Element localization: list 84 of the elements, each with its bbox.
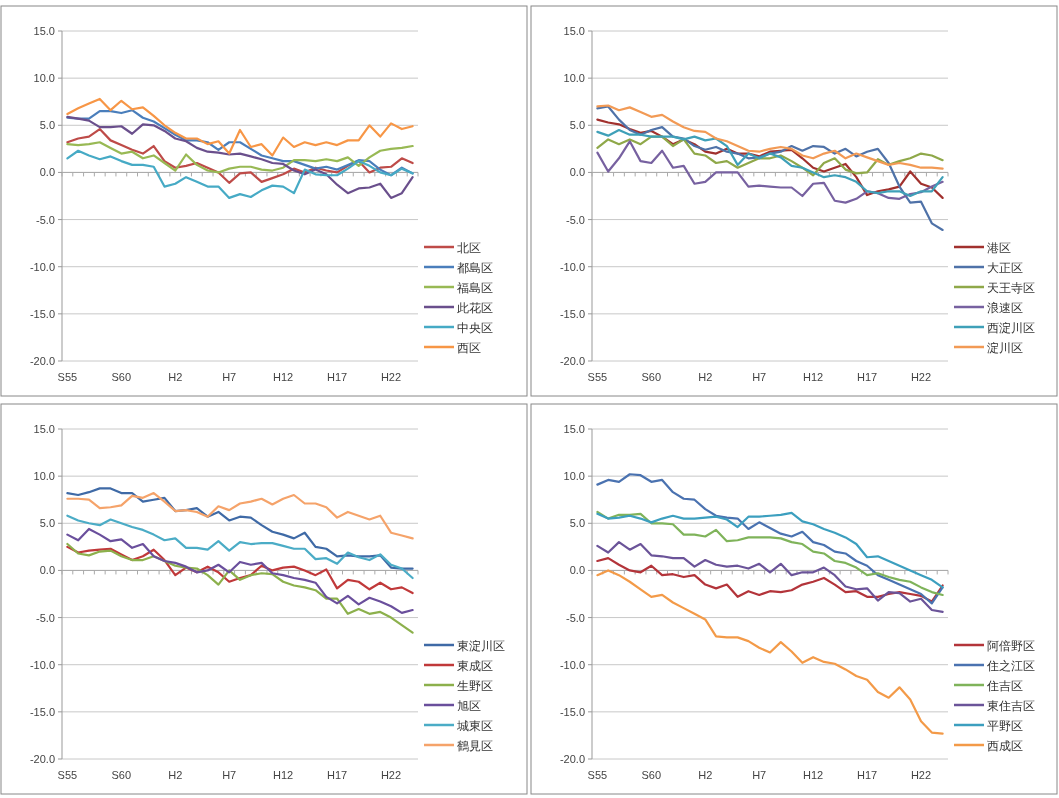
y-tick-label: -20.0 bbox=[559, 753, 585, 765]
legend-label: 生野区 bbox=[457, 679, 493, 693]
x-tick-label: S60 bbox=[641, 371, 662, 383]
legend-label: 東住吉区 bbox=[987, 699, 1035, 713]
y-tick-label: -5.0 bbox=[566, 611, 585, 624]
x-tick-label: H2 bbox=[698, 371, 713, 383]
y-tick-label: -10.0 bbox=[29, 260, 55, 273]
x-tick-label: S55 bbox=[587, 769, 608, 781]
x-tick-label: S55 bbox=[587, 371, 608, 383]
legend-label: 天王寺区 bbox=[987, 281, 1035, 295]
y-tick-label: -20.0 bbox=[559, 355, 585, 367]
x-tick-label: S55 bbox=[57, 769, 78, 781]
y-tick-label: 10.0 bbox=[563, 72, 585, 85]
y-tick-label: -20.0 bbox=[29, 753, 55, 765]
x-tick-label: S60 bbox=[111, 769, 132, 781]
x-tick-label: H2 bbox=[168, 371, 183, 383]
y-tick-label: 0.0 bbox=[39, 564, 55, 577]
y-tick-label: -15.0 bbox=[29, 705, 55, 718]
x-tick-label: H22 bbox=[910, 769, 932, 781]
x-tick-label: H7 bbox=[752, 769, 767, 781]
x-tick-label: S55 bbox=[57, 371, 78, 383]
x-tick-label: S60 bbox=[641, 769, 662, 781]
y-tick-label: -15.0 bbox=[559, 705, 585, 718]
y-tick-label: 15.0 bbox=[563, 25, 585, 37]
y-tick-label: 0.0 bbox=[569, 166, 585, 179]
y-tick-label: 0.0 bbox=[569, 564, 585, 577]
legend-label: 城東区 bbox=[456, 719, 493, 733]
x-tick-label: H22 bbox=[910, 371, 932, 383]
y-tick-label: 15.0 bbox=[33, 25, 55, 37]
x-tick-label: H22 bbox=[380, 371, 402, 383]
x-tick-label: S60 bbox=[111, 371, 132, 383]
y-tick-label: 15.0 bbox=[33, 423, 55, 435]
x-tick-label: H17 bbox=[327, 769, 348, 781]
x-tick-label: H22 bbox=[380, 769, 402, 781]
legend-label: 阿倍野区 bbox=[987, 639, 1035, 653]
legend-label: 此花区 bbox=[457, 301, 493, 315]
legend-label: 旭区 bbox=[457, 699, 481, 713]
y-tick-label: -15.0 bbox=[29, 307, 55, 320]
y-tick-label: -5.0 bbox=[566, 213, 585, 226]
y-tick-label: 10.0 bbox=[33, 470, 55, 483]
y-tick-label: 10.0 bbox=[563, 470, 585, 483]
x-tick-label: H2 bbox=[698, 769, 713, 781]
x-tick-label: H7 bbox=[752, 371, 767, 383]
legend-label: 都島区 bbox=[457, 261, 493, 275]
legend-label: 西区 bbox=[457, 341, 481, 355]
y-tick-label: 5.0 bbox=[569, 119, 585, 132]
y-tick-label: 0.0 bbox=[39, 166, 55, 179]
legend-label: 住之江区 bbox=[986, 659, 1035, 673]
x-tick-label: H17 bbox=[857, 769, 878, 781]
y-tick-label: 10.0 bbox=[33, 72, 55, 85]
y-tick-label: 5.0 bbox=[39, 119, 55, 132]
x-tick-label: H7 bbox=[222, 371, 237, 383]
y-tick-label: 5.0 bbox=[39, 517, 55, 530]
legend-label: 大正区 bbox=[987, 261, 1023, 275]
x-tick-label: H7 bbox=[222, 769, 237, 781]
y-tick-label: 5.0 bbox=[569, 517, 585, 530]
legend-label: 東成区 bbox=[457, 659, 493, 673]
y-tick-label: -15.0 bbox=[559, 307, 585, 320]
y-tick-label: -10.0 bbox=[559, 658, 585, 671]
legend-label: 住吉区 bbox=[986, 679, 1023, 693]
x-tick-label: H2 bbox=[168, 769, 183, 781]
y-tick-label: 15.0 bbox=[563, 423, 585, 435]
legend-label: 西成区 bbox=[987, 739, 1023, 753]
legend-label: 港区 bbox=[987, 241, 1011, 255]
legend-label: 鶴見区 bbox=[457, 739, 493, 753]
legend-label: 中央区 bbox=[457, 321, 493, 335]
legend-label: 淀川区 bbox=[987, 341, 1023, 355]
legend-label: 浪速区 bbox=[987, 301, 1023, 315]
y-tick-label: -5.0 bbox=[36, 213, 55, 226]
x-tick-label: H17 bbox=[327, 371, 348, 383]
x-tick-label: H12 bbox=[273, 769, 294, 781]
x-tick-label: H12 bbox=[273, 371, 294, 383]
x-tick-label: H12 bbox=[803, 371, 824, 383]
legend-label: 西淀川区 bbox=[987, 321, 1035, 335]
legend-label: 東淀川区 bbox=[457, 639, 505, 653]
legend-label: 平野区 bbox=[987, 719, 1023, 733]
legend-label: 福島区 bbox=[457, 281, 493, 295]
y-tick-label: -5.0 bbox=[36, 611, 55, 624]
x-tick-label: H12 bbox=[803, 769, 824, 781]
legend-label: 北区 bbox=[457, 241, 481, 255]
y-tick-label: -20.0 bbox=[29, 355, 55, 367]
x-tick-label: H17 bbox=[857, 371, 878, 383]
y-tick-label: -10.0 bbox=[29, 658, 55, 671]
y-tick-label: -10.0 bbox=[559, 260, 585, 273]
